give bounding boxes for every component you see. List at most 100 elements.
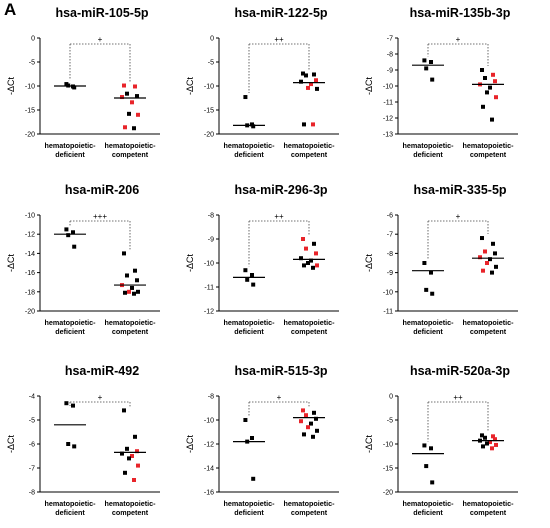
data-point — [429, 60, 433, 64]
data-point — [122, 83, 126, 88]
y-tick-label: -5 — [208, 60, 214, 67]
x-category-label: competent — [470, 508, 507, 517]
y-tick-label: -16 — [204, 490, 214, 497]
x-category-label: deficient — [413, 327, 443, 336]
data-point — [125, 273, 129, 278]
significance-label: + — [277, 393, 282, 402]
data-point — [430, 291, 435, 296]
data-point — [306, 85, 310, 90]
data-point — [250, 436, 254, 440]
y-axis-label: -ΔCt — [6, 434, 16, 453]
data-point — [422, 261, 427, 265]
data-point — [71, 230, 75, 235]
x-category-label: hematopoietic- — [104, 318, 156, 327]
data-point — [488, 257, 492, 262]
data-point — [309, 82, 313, 87]
significance-label: + — [98, 35, 103, 44]
y-tick-label: -10 — [204, 84, 214, 91]
data-point — [127, 456, 131, 461]
y-tick-label: -9 — [387, 270, 393, 277]
data-point — [311, 265, 315, 270]
data-point — [135, 94, 139, 99]
data-point — [251, 476, 256, 481]
data-point — [302, 122, 306, 127]
y-tick-label: -6 — [29, 442, 35, 449]
y-tick-label: -15 — [204, 108, 214, 115]
x-category-label: hematopoietic- — [44, 141, 96, 150]
data-point — [480, 68, 484, 72]
data-point — [120, 95, 124, 100]
data-point — [136, 289, 140, 294]
y-tick-label: -7 — [387, 36, 393, 43]
significance-label: + — [456, 212, 461, 221]
data-point — [66, 233, 71, 238]
y-tick-label: -12 — [25, 232, 35, 239]
data-point — [251, 124, 256, 129]
data-point — [493, 79, 497, 84]
data-point — [133, 434, 137, 439]
y-axis-label: -ΔCt — [185, 434, 195, 453]
data-point — [430, 480, 435, 485]
data-point — [312, 241, 316, 246]
y-tick-label: -20 — [383, 490, 393, 497]
data-point — [304, 246, 308, 251]
data-point — [130, 454, 134, 458]
x-category-label: hematopoietic- — [44, 318, 96, 327]
data-point — [314, 416, 318, 421]
chart-panel: hsa-miR-206 -10 -12 -14 -16 -18 -20 -ΔCt hematop… — [6, 183, 160, 336]
data-point — [306, 425, 310, 430]
chart-title: hsa-miR-296-3p — [234, 183, 327, 197]
data-point — [491, 72, 495, 77]
significance-label: +++ — [93, 212, 107, 221]
significance-label: ++ — [274, 212, 284, 221]
chart-panel: hsa-miR-520a-3p 0 -5 -10 -15 -20 -ΔCt hematopoi… — [364, 364, 518, 517]
data-point — [493, 437, 497, 442]
data-point — [424, 66, 429, 71]
data-point — [424, 287, 429, 292]
data-point — [132, 291, 136, 296]
chart-title: hsa-miR-520a-3p — [410, 364, 510, 378]
chart-panel: hsa-miR-135b-3p -7 -8 -9 -10 -11 -12 -13 -ΔCt hem… — [364, 6, 518, 159]
data-point — [485, 90, 489, 95]
data-point — [311, 434, 315, 439]
x-category-label: deficient — [234, 150, 264, 159]
data-point — [494, 95, 498, 100]
data-point — [243, 418, 248, 422]
chart-panel: hsa-miR-515-3p -8 -10 -12 -14 -16 -ΔCt hematopo… — [185, 364, 339, 517]
data-point — [250, 273, 254, 277]
y-tick-label: -11 — [383, 309, 393, 316]
data-point — [132, 478, 136, 482]
data-point — [429, 446, 433, 451]
data-point — [488, 85, 492, 90]
chart-title: hsa-miR-492 — [65, 364, 139, 378]
data-point — [133, 84, 137, 89]
y-tick-label: -10 — [383, 289, 393, 296]
y-tick-label: -7 — [29, 466, 35, 473]
chart-panel: hsa-miR-492 -4 -5 -6 -7 -8 -ΔCt hematopoietic-d… — [6, 364, 160, 517]
x-category-label: competent — [470, 327, 507, 336]
y-tick-label: -12 — [383, 116, 393, 123]
y-tick-label: -8 — [208, 213, 214, 220]
data-point — [299, 79, 303, 84]
chart-panel: hsa-miR-122-5p 0 -5 -10 -15 -20 -ΔCt hematopoie… — [185, 6, 339, 159]
y-tick-label: -10 — [383, 84, 393, 91]
data-point — [64, 227, 69, 232]
data-point — [311, 122, 315, 127]
data-point — [491, 434, 495, 439]
data-point — [301, 237, 305, 241]
y-tick-label: -16 — [25, 270, 35, 277]
x-category-label: hematopoietic- — [462, 318, 514, 327]
y-axis-label: -ΔCt — [6, 76, 16, 95]
data-point — [130, 285, 134, 290]
data-point — [483, 435, 487, 440]
significance-label: + — [98, 393, 103, 402]
y-axis-label: -ΔCt — [185, 76, 195, 95]
data-point — [72, 85, 77, 90]
data-point — [422, 443, 427, 448]
data-point — [133, 268, 137, 273]
y-tick-label: -15 — [25, 108, 35, 115]
data-point — [490, 446, 494, 451]
data-point — [309, 421, 313, 426]
x-category-label: hematopoietic- — [223, 499, 275, 508]
x-category-label: hematopoietic- — [44, 499, 96, 508]
